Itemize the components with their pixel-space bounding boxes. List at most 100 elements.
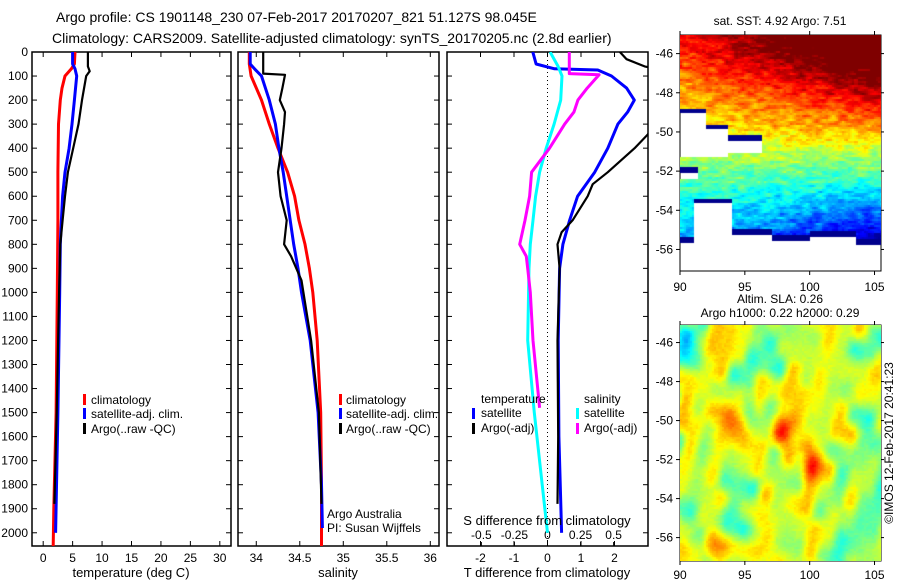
lon-tick-label: 95 [738, 568, 752, 580]
depth-tick-label: 1300 [1, 358, 28, 372]
legend-swatch-t-satellite [472, 408, 475, 419]
depth-tick-label: 500 [8, 165, 28, 179]
legend-swatch-satellite [83, 408, 86, 419]
depth-tick-label: 1900 [1, 502, 28, 516]
temperature-axis-label: temperature (deg C) [72, 565, 189, 580]
x-tick-label: 1 [578, 551, 585, 565]
lat-tick-label: -54 [656, 203, 674, 217]
depth-tick-label: 1000 [1, 285, 28, 299]
legend-label-t-satellite: satellite [481, 406, 522, 420]
depth-tick-label: 400 [8, 141, 28, 155]
depth-tick-label: 2000 [1, 526, 28, 540]
lon-tick-label: 100 [800, 568, 820, 580]
x-tick-label: 15 [125, 551, 139, 565]
s-tick-label: 0.5 [605, 528, 622, 542]
x-tick-label: 25 [184, 551, 198, 565]
depth-tick-label: 0 [21, 45, 28, 59]
legend-label-climatology: climatology [91, 393, 151, 407]
lon-tick-label: 105 [865, 280, 885, 294]
s-tick-label: 0.25 [569, 528, 593, 542]
x-tick-label: 5 [69, 551, 76, 565]
legend-label-satellite: satellite-adj. clim. [91, 407, 183, 421]
salinity-panel-frame [237, 51, 440, 547]
x-tick-label: -1 [509, 551, 520, 565]
series-line-argo-raw-qc- [262, 52, 323, 504]
legend-title-temperature: temperature [481, 392, 546, 406]
series-line-salinity-argo-adj- [518, 52, 601, 408]
s-tick-label: -0.5 [471, 528, 492, 542]
x-tick-label: 36 [424, 551, 438, 565]
legend-swatch-climatology [83, 394, 86, 405]
s-difference-axis-label: S difference from climatology [463, 513, 631, 528]
salinity-legend: climatology satellite-adj. clim. Argo(..… [339, 393, 438, 436]
legend-swatch-satellite [339, 408, 342, 419]
depth-tick-label: 1500 [1, 406, 28, 420]
x-tick-label: 35.5 [375, 551, 399, 565]
legend-label-t-argo: Argo(-adj) [481, 421, 534, 435]
depth-tick-label: 1200 [1, 333, 28, 347]
x-tick-label: 34.5 [288, 551, 312, 565]
legend-swatch-climatology [339, 394, 342, 405]
lon-tick-label: 90 [673, 568, 687, 580]
difference-legend: temperature salinity satellite Argo(-adj… [472, 392, 637, 435]
series-line-temperature-argo-adj- [556, 52, 648, 504]
lon-tick-label: 105 [865, 568, 885, 580]
lat-tick-label: -52 [656, 164, 674, 178]
x-tick-label: 0 [544, 551, 551, 565]
depth-tick-label: 600 [8, 189, 28, 203]
lat-tick-label: -56 [656, 242, 674, 256]
x-tick-label: 10 [95, 551, 109, 565]
series-line-salinity-satellite [526, 52, 564, 533]
legend-title-salinity: salinity [584, 392, 621, 406]
x-tick-label: 35 [337, 551, 351, 565]
lat-tick-label: -46 [656, 336, 674, 350]
curve-layer [51, 52, 648, 546]
depth-tick-label: 200 [8, 93, 28, 107]
lat-tick-label: -54 [656, 492, 674, 506]
lat-tick-label: -48 [656, 375, 674, 389]
x-tick-label: 20 [154, 551, 168, 565]
x-tick-label: 2 [611, 551, 618, 565]
depth-tick-label: 100 [8, 69, 28, 83]
sst-map-title: sat. SST: 4.92 Argo: 7.51 [714, 14, 847, 28]
legend-label-argo: Argo(..raw -QC) [346, 422, 431, 436]
depth-tick-label: 800 [8, 237, 28, 251]
axes-layer: 0100200300400500600700800900100011001200… [1, 45, 649, 565]
s-tick-label: 0 [544, 528, 551, 542]
depth-tick-label: 900 [8, 261, 28, 275]
legend-swatch-argo [339, 423, 342, 434]
depth-tick-label: 1600 [1, 430, 28, 444]
map-axes: 90 95 100 105 -46 -48 -50 -52 -54 -56 90 95 100 105 -4… [656, 31, 885, 580]
t-difference-axis-label: T difference from climatology [464, 565, 631, 580]
depth-tick-label: 1800 [1, 478, 28, 492]
lat-tick-label: -48 [656, 86, 674, 100]
temperature-legend: climatology satellite-adj. clim. Argo(..… [83, 393, 183, 436]
depth-tick-label: 700 [8, 213, 28, 227]
sla-map-heatmap [680, 325, 881, 561]
legend-swatch-t-argo [472, 423, 475, 434]
lat-tick-label: -50 [656, 125, 674, 139]
imos-watermark: ©IMOS 12-Feb-2017 20:41:23 [882, 362, 896, 524]
legend-swatch-argo [83, 423, 86, 434]
legend-label-s-satellite: satellite [584, 406, 625, 420]
x-tick-label: 30 [213, 551, 227, 565]
figure-title-line1: Argo profile: CS 1901148_230 07-Feb-2017… [56, 9, 537, 25]
x-tick-label: 34 [250, 551, 264, 565]
figure-title-line2: Climatology: CARS2009. Satellite-adjuste… [52, 30, 612, 46]
sst-map-heatmap [680, 35, 881, 271]
legend-label-argo: Argo(..raw -QC) [91, 422, 176, 436]
lon-tick-label: 100 [800, 280, 820, 294]
x-tick-label: -2 [475, 551, 486, 565]
legend-swatch-s-satellite [576, 408, 579, 419]
series-line-temperature-satellite [531, 52, 636, 533]
depth-tick-label: 1100 [2, 309, 28, 323]
depth-tick-label: 1400 [1, 382, 28, 396]
lon-tick-label: 95 [738, 280, 752, 294]
legend-label-climatology: climatology [346, 393, 406, 407]
lat-tick-label: -50 [656, 414, 674, 428]
series-line-climatology [247, 52, 323, 546]
depth-tick-label: 300 [8, 117, 28, 131]
series-line-argo-raw-qc- [53, 52, 91, 504]
